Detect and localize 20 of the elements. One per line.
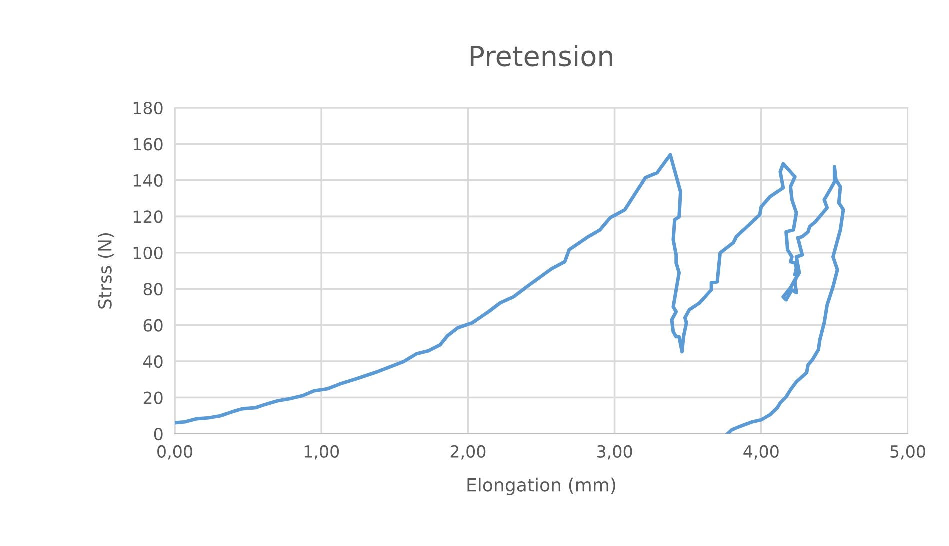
x-tick-label: 5,00: [890, 445, 926, 460]
y-tick-label: 80: [144, 283, 163, 296]
y-tick-label: 0: [154, 428, 163, 441]
x-tick-label: 1,00: [304, 445, 340, 460]
y-tick-label: 100: [134, 246, 163, 260]
x-tick-label: 2,00: [450, 445, 486, 460]
y-tick-label: 20: [144, 392, 163, 404]
y-axis-title: Strss (N): [98, 233, 114, 309]
y-tick-label: 60: [144, 319, 163, 332]
x-tick-label: 3,00: [598, 445, 632, 460]
chart-title: Pretension: [470, 45, 612, 67]
line-series: [175, 153, 846, 434]
y-tick-label: 160: [134, 138, 163, 151]
x-tick-label: 4,00: [744, 445, 779, 460]
x-axis-title: Elongation (mm): [468, 478, 616, 496]
y-tick-label: 140: [134, 174, 163, 188]
x-tick-label: 0,00: [158, 445, 192, 460]
y-tick-label: 180: [134, 102, 163, 115]
y-tick-label: 120: [134, 210, 163, 224]
y-tick-label: 40: [143, 356, 163, 368]
